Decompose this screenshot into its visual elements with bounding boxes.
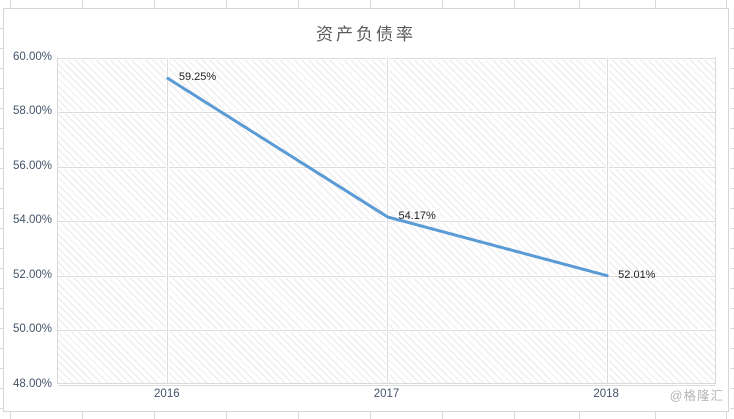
grid-stub (0, 268, 3, 269)
grid-stub (730, 148, 734, 149)
x-axis-tick-label: 2018 (593, 388, 619, 400)
gridline-horizontal (58, 330, 715, 331)
grid-stub (0, 48, 3, 49)
grid-stub (726, 412, 727, 419)
grid-stub (10, 0, 11, 8)
grid-stub (0, 228, 3, 229)
grid-stub (370, 412, 371, 419)
gridline-vertical (606, 58, 608, 383)
grid-stub (0, 308, 3, 309)
grid-stub (730, 388, 734, 389)
grid-stub (514, 412, 515, 419)
gridline-horizontal (58, 275, 715, 277)
grid-stub (154, 412, 155, 419)
grid-stub (0, 348, 3, 349)
grid-stub (730, 368, 734, 369)
grid-stub (730, 228, 734, 229)
grid-stub (0, 288, 3, 289)
grid-stub (0, 148, 3, 149)
grid-stub (579, 0, 580, 8)
grid-stub (370, 0, 371, 8)
grid-stub (0, 188, 3, 189)
grid-stub (730, 28, 734, 29)
y-axis-tick-label: 50.00% (12, 323, 52, 335)
grid-stub (0, 408, 3, 409)
grid-stub (0, 108, 3, 109)
grid-stub (730, 328, 734, 329)
gridline-horizontal (58, 166, 715, 168)
grid-stub (0, 28, 3, 29)
grid-stub (730, 188, 734, 189)
y-axis-tick-label: 56.00% (12, 159, 52, 172)
grid-stub (730, 108, 734, 109)
watermark: @格隆汇 (669, 389, 724, 403)
grid-stub (154, 0, 155, 8)
grid-stub (730, 208, 734, 209)
gridline-horizontal (58, 384, 715, 386)
grid-stub (226, 0, 227, 8)
series-line (166, 76, 609, 278)
grid-stub (730, 268, 734, 269)
gridline-horizontal (58, 57, 715, 59)
y-axis-tick-label: 48.00% (12, 377, 52, 390)
y-axis-tick-label: 58.00% (12, 105, 52, 117)
y-axis-tick-label: 54.00% (12, 214, 52, 226)
gridline-vertical (167, 58, 169, 383)
gridline-horizontal (58, 112, 715, 113)
x-axis-tick-label: 2016 (154, 388, 180, 400)
grid-stub (579, 412, 580, 419)
data-label: 59.25% (178, 71, 217, 84)
grid-stub (730, 168, 734, 169)
data-label: 54.17% (398, 209, 436, 222)
grid-stub (730, 88, 734, 89)
grid-stub (0, 368, 3, 369)
grid-stub (730, 408, 734, 409)
data-label: 52.01% (618, 268, 656, 281)
grid-stub (730, 288, 734, 289)
grid-stub (82, 0, 83, 8)
y-axis-tick-label: 52.00% (12, 268, 52, 281)
grid-stub (655, 0, 656, 8)
grid-stub (730, 248, 734, 249)
grid-stub (730, 48, 734, 49)
chart-title: 资产负债率 (316, 25, 416, 45)
grid-stub (10, 412, 11, 419)
grid-stub (730, 128, 734, 129)
grid-stub (0, 168, 3, 169)
grid-stub (0, 328, 3, 329)
grid-stub (298, 0, 299, 8)
grid-stub (0, 68, 3, 69)
grid-stub (442, 0, 443, 8)
grid-stub (730, 308, 734, 309)
gridline-vertical (387, 58, 388, 383)
grid-stub (0, 248, 3, 249)
grid-stub (655, 412, 656, 419)
grid-stub (298, 412, 299, 419)
grid-stub (226, 412, 227, 419)
grid-stub (442, 412, 443, 419)
grid-stub (82, 412, 83, 419)
grid-stub (726, 0, 727, 8)
x-axis-tick-label: 2017 (373, 388, 400, 400)
plot-area (57, 57, 716, 386)
grid-stub (730, 68, 734, 69)
grid-stub (0, 388, 3, 389)
y-axis-tick-label: 60.00% (12, 50, 52, 63)
grid-stub (0, 88, 3, 89)
grid-stub (0, 128, 3, 129)
grid-stub (514, 0, 515, 8)
gridline-horizontal (58, 221, 715, 222)
grid-stub (730, 348, 734, 349)
grid-stub (0, 208, 3, 209)
